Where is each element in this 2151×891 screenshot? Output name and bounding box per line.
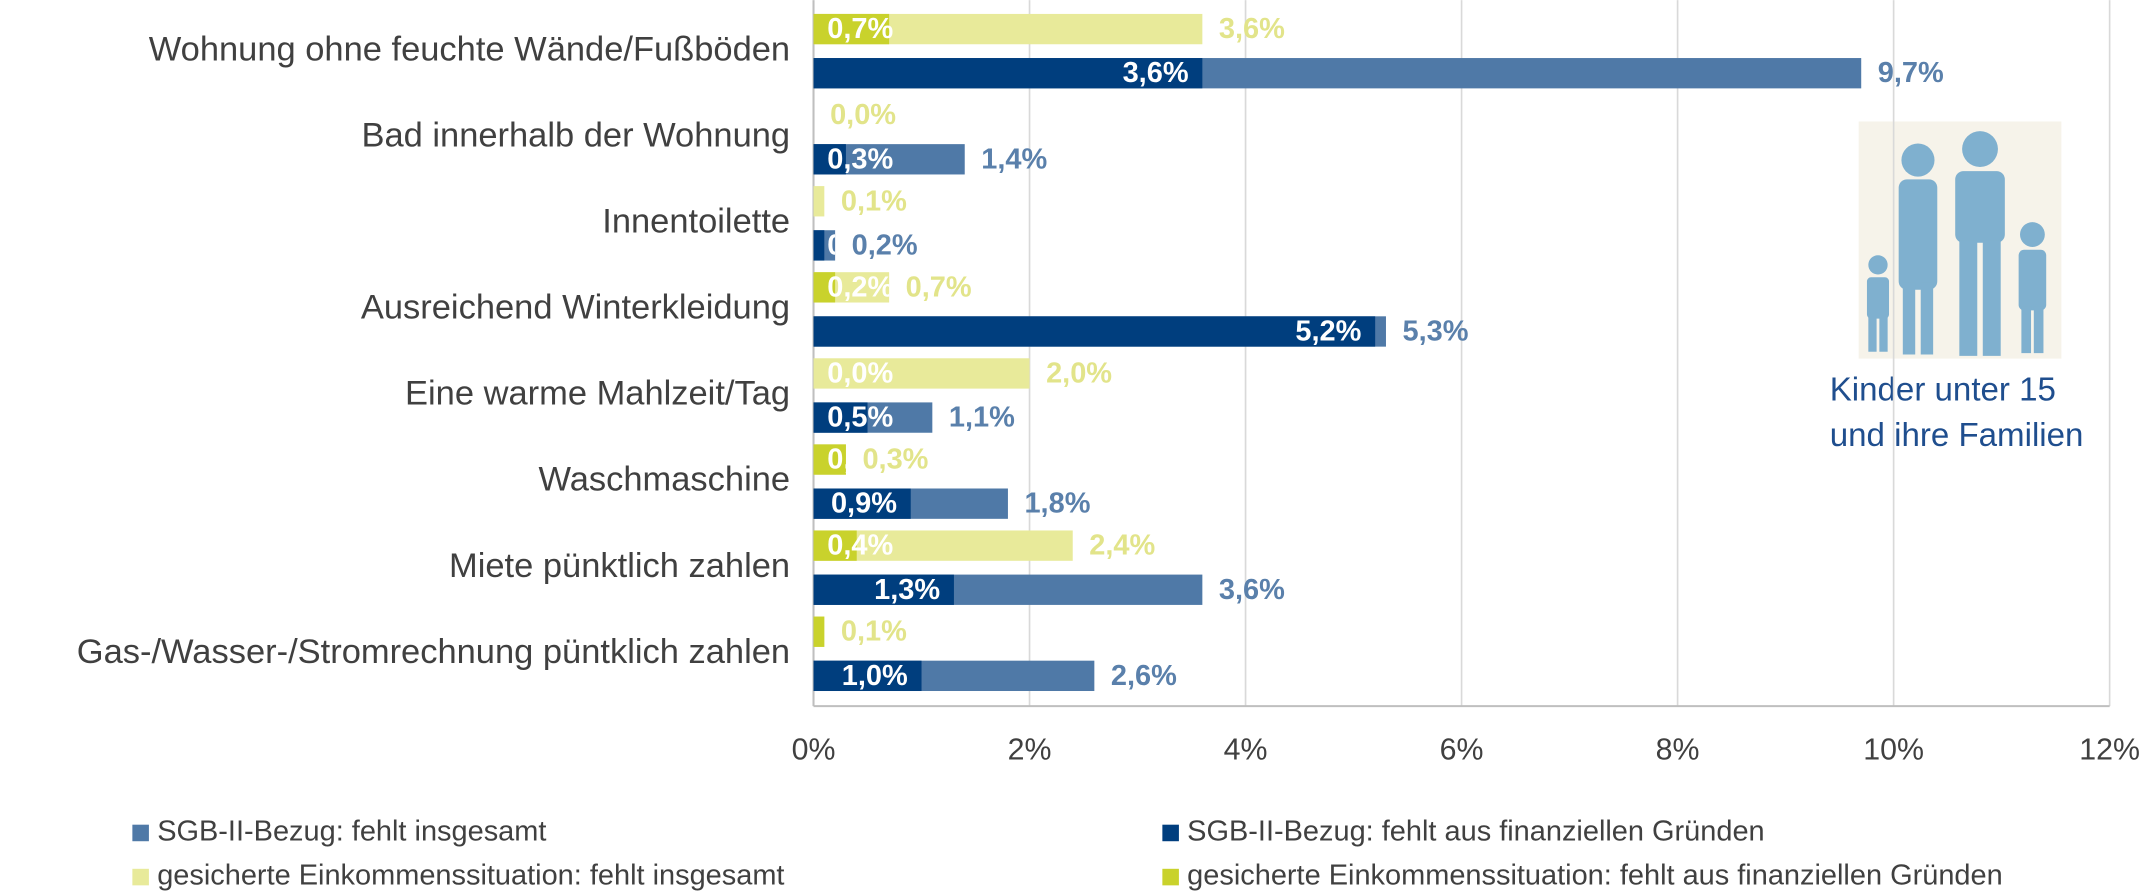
bar [813, 272, 836, 303]
value-label: 3,6% [1219, 13, 1285, 45]
value-label: 5,3% [1403, 316, 1469, 348]
x-tick-label: 2% [1008, 734, 1052, 767]
bar [813, 660, 922, 692]
bar [813, 186, 825, 217]
value-label: 0,0% [827, 357, 893, 389]
value-label: 0,1% [841, 185, 907, 217]
value-label: 2,6% [1111, 660, 1177, 692]
value-label: 1,8% [1024, 488, 1090, 520]
value-label: 0,2% [827, 271, 893, 303]
value-label: 0,1% [827, 229, 893, 261]
legend-swatch [1162, 868, 1179, 886]
bar [813, 444, 846, 475]
y-tick-label: Innentoilette [602, 202, 790, 240]
family-icon [1858, 121, 2062, 359]
value-label: 0,4% [827, 530, 893, 562]
legend-label: SGB-II-Bezug: fehlt aus finanziellen Grü… [1187, 816, 1764, 848]
y-tick-label: Miete pünktlich zahlen [449, 547, 790, 585]
value-label: 0,9% [831, 488, 897, 520]
value-label: 1,1% [949, 402, 1015, 434]
value-label: 0,3% [862, 444, 928, 476]
bar [813, 58, 1203, 89]
y-tick-label: Bad innerhalb der Wohnung [361, 116, 790, 154]
legend-swatch [132, 824, 149, 842]
value-label: 0,7% [827, 13, 893, 45]
value-label: 9,7% [1878, 57, 1944, 89]
annotation: und ihre Familien [1830, 417, 2084, 454]
value-label: 3,6% [1123, 57, 1189, 89]
legend-label: gesicherte Einkommenssituation: fehlt in… [157, 860, 784, 891]
bar [813, 488, 911, 519]
x-tick-label: 4% [1224, 734, 1268, 767]
x-tick-label: 10% [1863, 734, 1924, 767]
legend-label: gesicherte Einkommenssituation: fehlt au… [1187, 860, 2003, 891]
value-label: 5,2% [1295, 316, 1361, 348]
bar [813, 574, 954, 605]
legend-swatch [1162, 824, 1179, 842]
bar [813, 402, 868, 433]
annotation: Kinder unter 15 [1830, 371, 2056, 408]
value-label: 0,2% [852, 229, 918, 261]
bar [813, 316, 1376, 347]
bar [813, 358, 1030, 389]
value-label: 1,4% [981, 143, 1047, 175]
value-label: 0,3% [827, 143, 893, 175]
x-tick-label: 12% [2079, 734, 2140, 767]
y-tick-label: Waschmaschine [538, 461, 790, 499]
y-tick-label: Wohnung ohne feuchte Wände/Fußböden [149, 30, 790, 68]
value-label: 0,3% [827, 444, 893, 476]
legend-swatch [132, 868, 149, 886]
bar [813, 13, 890, 45]
x-tick-label: 0% [792, 734, 836, 767]
value-label: 0,5% [827, 402, 893, 434]
y-tick-label: Eine warme Mahlzeit/Tag [405, 375, 790, 413]
value-label: 2,0% [1046, 357, 1112, 389]
x-tick-label: 6% [1440, 734, 1484, 767]
bar [813, 616, 825, 647]
bar [813, 530, 857, 561]
y-tick-label: Ausreichend Winterkleidung [361, 289, 790, 327]
value-label: 0,0% [830, 99, 896, 131]
y-tick-label: Gas-/Wasser-/Stromrechnung püntklich zah… [77, 633, 790, 671]
value-label: 2,4% [1089, 530, 1155, 562]
value-label: 1,0% [842, 660, 908, 692]
x-tick-label: 8% [1656, 734, 1700, 767]
legend-label: SGB-II-Bezug: fehlt insgesamt [157, 816, 546, 848]
bar [813, 144, 846, 175]
value-label: 0,1% [841, 616, 907, 648]
bar [813, 230, 825, 261]
value-label: 3,6% [1219, 574, 1285, 606]
value-label: 0,7% [906, 271, 972, 303]
value-label: 1,3% [874, 574, 940, 606]
